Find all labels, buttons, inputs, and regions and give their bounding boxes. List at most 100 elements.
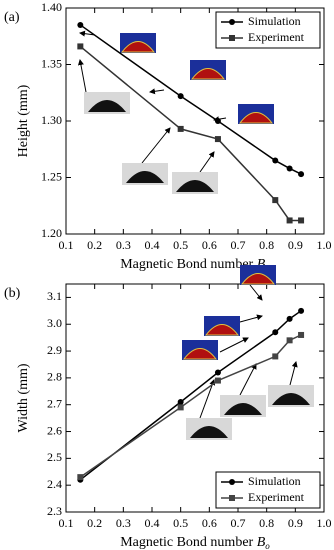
legend-marker xyxy=(229,19,235,25)
data-point xyxy=(177,93,184,100)
y-tick-label: 1.20 xyxy=(41,226,62,240)
data-point xyxy=(77,43,84,50)
droplet-sim xyxy=(182,348,218,360)
y-tick-label: 2.6 xyxy=(47,423,62,437)
data-point xyxy=(272,329,279,336)
data-point xyxy=(214,136,221,143)
droplet-sim xyxy=(238,112,274,124)
y-tick-label: 1.35 xyxy=(41,56,62,70)
droplet-photo xyxy=(176,180,214,192)
y-tick-label: 2.5 xyxy=(47,450,62,464)
arrow xyxy=(289,361,298,386)
data-point xyxy=(177,125,184,132)
data-point xyxy=(77,474,84,481)
y-tick-label: 2.7 xyxy=(47,396,62,410)
x-tick-label: 0.7 xyxy=(231,516,246,530)
x-tick-label: 0.1 xyxy=(59,238,74,252)
x-axis-label-text: Magnetic Bond number xyxy=(120,535,253,550)
x-tick-label: 0.8 xyxy=(259,516,274,530)
x-tick-label: 0.2 xyxy=(87,238,102,252)
legend-label: Simulation xyxy=(248,474,301,488)
y-tick-label: 2.9 xyxy=(47,343,62,357)
panel-label: (a) xyxy=(4,10,20,25)
legend-marker xyxy=(229,35,235,41)
legend-label: Experiment xyxy=(248,490,305,504)
droplet-photo xyxy=(190,426,228,438)
x-tick-label: 0.6 xyxy=(202,238,217,252)
panel-label: (b) xyxy=(4,286,21,301)
data-point xyxy=(286,315,293,322)
arrow xyxy=(149,88,165,95)
droplet-photo xyxy=(88,100,126,112)
legend-label: Simulation xyxy=(248,14,301,28)
y-tick-label: 1.30 xyxy=(41,113,62,127)
x-tick-label: 0.6 xyxy=(202,516,217,530)
x-tick-label: 0.4 xyxy=(145,238,160,252)
arrow xyxy=(239,363,257,396)
x-tick-label: 1.0 xyxy=(317,238,332,252)
data-point xyxy=(286,165,293,172)
data-point xyxy=(272,197,279,204)
data-point xyxy=(298,217,305,224)
legend-box xyxy=(215,11,321,49)
legend-label: Experiment xyxy=(248,30,305,44)
arrow xyxy=(79,30,96,37)
arrow xyxy=(219,337,249,353)
arrow xyxy=(199,151,215,173)
x-tick-label: 0.7 xyxy=(231,238,246,252)
y-tick-label: 1.40 xyxy=(41,0,62,14)
droplet-sim xyxy=(120,41,156,53)
x-tick-label: 0.3 xyxy=(116,516,131,530)
data-point xyxy=(77,21,84,28)
x-axis-label-text: Magnetic Bond number xyxy=(120,257,253,272)
data-point xyxy=(177,399,184,406)
droplet-photo xyxy=(224,403,262,415)
data-point xyxy=(214,118,221,124)
data-point xyxy=(286,337,293,344)
y-tick-label: 3.1 xyxy=(47,289,62,303)
arrow xyxy=(77,59,87,93)
droplet-sim xyxy=(240,273,276,285)
arrow xyxy=(239,314,263,323)
y-tick-label: 1.25 xyxy=(41,169,62,183)
x-axis-label-var: B xyxy=(257,535,266,550)
legend-box xyxy=(215,471,321,509)
arrow xyxy=(141,127,171,164)
x-tick-label: 0.3 xyxy=(116,238,131,252)
x-axis-label: Magnetic Bond number Bo xyxy=(120,535,270,550)
droplet-photo xyxy=(126,171,164,183)
data-point xyxy=(298,171,305,178)
droplet-sim xyxy=(190,68,226,80)
x-tick-label: 0.2 xyxy=(87,516,102,530)
data-point xyxy=(298,307,305,314)
plot-frame xyxy=(65,283,325,513)
y-tick-label: 2.8 xyxy=(47,370,62,384)
data-point xyxy=(272,157,279,164)
x-tick-label: 1.0 xyxy=(317,516,332,530)
x-tick-label: 0.9 xyxy=(288,238,303,252)
legend-marker xyxy=(229,479,235,485)
y-axis-label: Width (mm) xyxy=(16,363,31,432)
data-point xyxy=(272,353,279,360)
data-point xyxy=(286,217,293,224)
x-tick-label: 0.5 xyxy=(173,238,188,252)
y-axis-label: Height (mm) xyxy=(16,84,31,157)
x-tick-label: 0.9 xyxy=(288,516,303,530)
droplet-photo xyxy=(272,393,310,405)
arrow xyxy=(249,284,263,301)
x-tick-label: 0.8 xyxy=(259,238,274,252)
data-point xyxy=(177,404,184,411)
y-tick-label: 2.3 xyxy=(47,504,62,518)
x-axis-label-var: B xyxy=(257,257,266,272)
arrow xyxy=(199,379,216,419)
legend-marker xyxy=(229,495,235,501)
y-tick-label: 2.4 xyxy=(47,477,62,491)
x-axis-label-sub: o xyxy=(265,541,270,550)
data-point xyxy=(214,377,221,384)
x-tick-label: 0.1 xyxy=(59,516,74,530)
data-point xyxy=(298,331,305,338)
droplet-sim xyxy=(204,324,240,336)
data-point xyxy=(214,369,221,376)
x-tick-label: 0.4 xyxy=(145,516,160,530)
